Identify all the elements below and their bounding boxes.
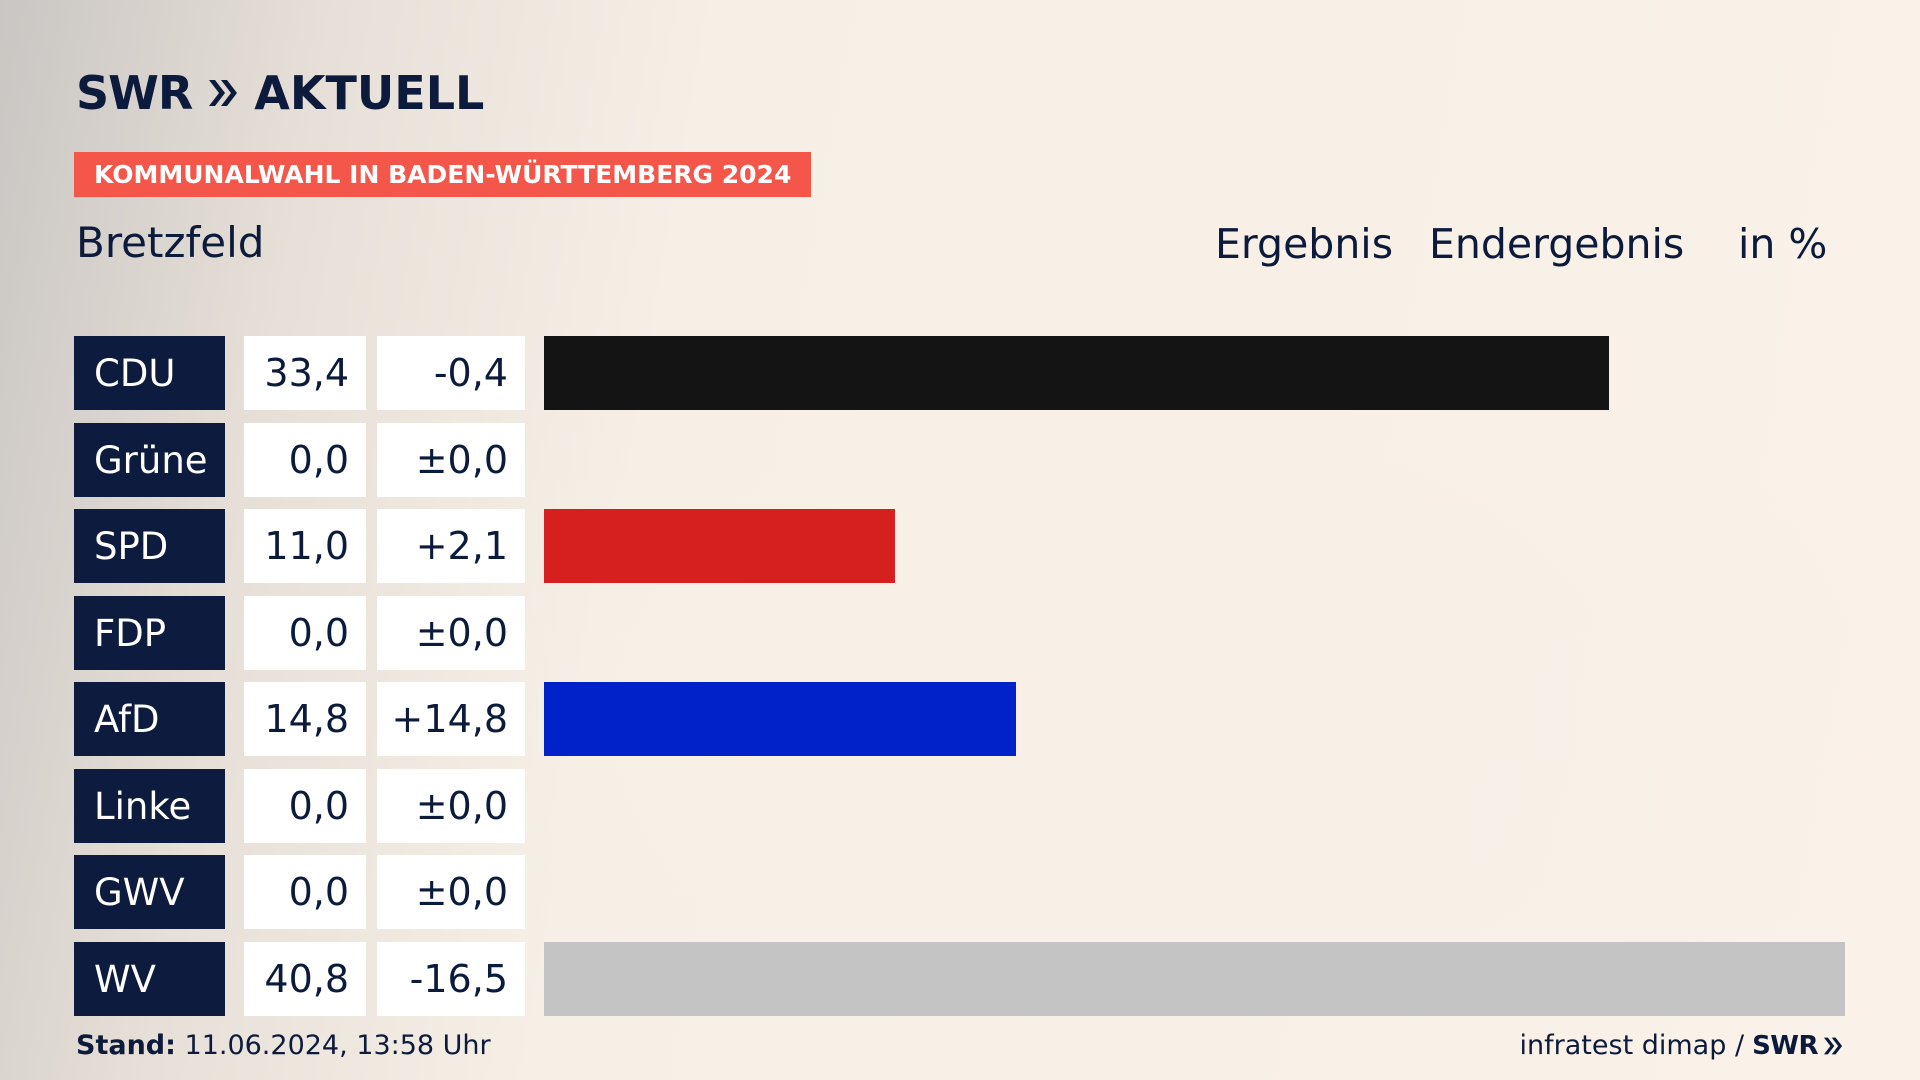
result-value: 0,0 bbox=[244, 769, 366, 843]
party-label: Linke bbox=[74, 769, 225, 843]
aktuell-logo-text: AKTUELL bbox=[254, 66, 485, 120]
result-diff: -0,4 bbox=[377, 336, 525, 410]
swr-aktuell-logo: SWR AKTUELL bbox=[76, 66, 484, 120]
footer-swr-logo: SWR bbox=[1752, 1031, 1844, 1061]
municipality-title: Bretzfeld bbox=[76, 218, 265, 267]
election-banner: KOMMUNALWAHL IN BADEN-WÜRTTEMBERG 2024 bbox=[74, 152, 812, 197]
double-chevron-icon bbox=[206, 76, 240, 110]
footer-swr-text: SWR bbox=[1752, 1030, 1818, 1061]
party-label: GWV bbox=[74, 855, 225, 929]
result-bar bbox=[544, 336, 1609, 410]
result-value: 14,8 bbox=[244, 682, 366, 756]
footer-source: infratest dimap / SWR bbox=[1520, 1030, 1844, 1061]
result-diff: -16,5 bbox=[377, 942, 525, 1016]
party-label: AfD bbox=[74, 682, 225, 756]
stand-value: 11.06.2024, 13:58 Uhr bbox=[184, 1030, 491, 1061]
result-value: 11,0 bbox=[244, 509, 366, 583]
footer-stand: Stand: 11.06.2024, 13:58 Uhr bbox=[76, 1030, 491, 1061]
result-diff: ±0,0 bbox=[377, 855, 525, 929]
header-endergebnis: Endergebnis bbox=[1429, 220, 1685, 268]
result-value: 0,0 bbox=[244, 423, 366, 497]
party-label: CDU bbox=[74, 336, 225, 410]
header-unit: in % bbox=[1738, 220, 1828, 268]
result-diff: ±0,0 bbox=[377, 596, 525, 670]
result-bar bbox=[544, 942, 1845, 1016]
result-bar bbox=[544, 682, 1016, 756]
result-diff: ±0,0 bbox=[377, 423, 525, 497]
swr-logo-text: SWR bbox=[76, 66, 193, 120]
result-value: 0,0 bbox=[244, 855, 366, 929]
result-value: 0,0 bbox=[244, 596, 366, 670]
result-bar bbox=[544, 509, 895, 583]
result-value: 40,8 bbox=[244, 942, 366, 1016]
source-text: infratest dimap / bbox=[1519, 1030, 1745, 1061]
result-diff: +14,8 bbox=[377, 682, 525, 756]
party-label: Grüne bbox=[74, 423, 225, 497]
header-ergebnis: Ergebnis bbox=[1215, 220, 1394, 268]
footer-chevron-icon bbox=[1823, 1037, 1843, 1054]
party-label: FDP bbox=[74, 596, 225, 670]
result-value: 33,4 bbox=[244, 336, 366, 410]
stand-label: Stand: bbox=[76, 1030, 176, 1061]
result-diff: +2,1 bbox=[377, 509, 525, 583]
party-label: WV bbox=[74, 942, 225, 1016]
party-label: SPD bbox=[74, 509, 225, 583]
result-diff: ±0,0 bbox=[377, 769, 525, 843]
